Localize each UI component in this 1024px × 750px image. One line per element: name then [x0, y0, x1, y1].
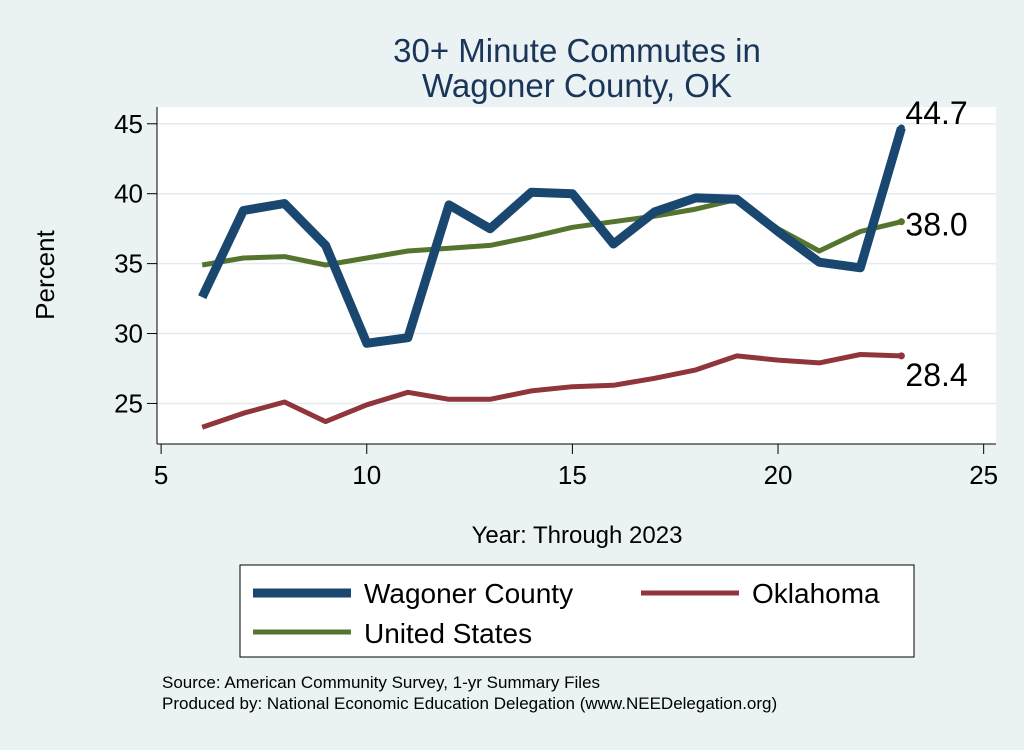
y-tick-label-30: 30 [114, 319, 143, 349]
legend: Wagoner County Oklahoma United States [239, 564, 915, 658]
chart-title-line-1: 30+ Minute Commutes in [393, 32, 761, 69]
end-label-wagoner-county: 44.7 [905, 95, 967, 131]
x-tick-label-20: 20 [764, 460, 793, 490]
y-axis-label: Percent [30, 229, 60, 319]
series-line-oklahoma [201, 352, 902, 430]
end-point-oklahoma [897, 352, 905, 360]
legend-label-united-states: United States [364, 618, 532, 649]
x-tick-label-5: 5 [154, 460, 168, 490]
legend-box [239, 564, 915, 658]
series-line-wagoner-county [198, 126, 906, 348]
end-label-united-states: 38.0 [905, 207, 967, 243]
axes: 25 30 35 40 45 5 10 15 20 25 [114, 107, 998, 490]
data-series [198, 124, 906, 430]
legend-label-wagoner-county: Wagoner County [364, 578, 573, 609]
plot-area [157, 107, 996, 444]
y-tick-label-25: 25 [114, 388, 143, 418]
y-tick-label-35: 35 [114, 249, 143, 279]
x-tick-label-10: 10 [352, 460, 381, 490]
y-tick-label-45: 45 [114, 109, 143, 139]
y-tick-label-40: 40 [114, 179, 143, 209]
end-label-oklahoma: 28.4 [905, 357, 967, 393]
end-point-wagoner-county [897, 124, 905, 132]
gridlines [157, 123, 996, 405]
producer-line: Produced by: National Economic Education… [162, 694, 777, 713]
source-line: Source: American Community Survey, 1-yr … [162, 673, 600, 692]
x-tick-label-25: 25 [969, 460, 998, 490]
end-point-united-states [897, 218, 905, 226]
chart-title-line-2: Wagoner County, OK [422, 67, 732, 104]
legend-label-oklahoma: Oklahoma [752, 578, 880, 609]
x-axis-label: Year: Through 2023 [472, 522, 683, 549]
x-tick-label-15: 15 [558, 460, 587, 490]
end-labels: 44.7 28.4 38.0 [905, 95, 967, 393]
